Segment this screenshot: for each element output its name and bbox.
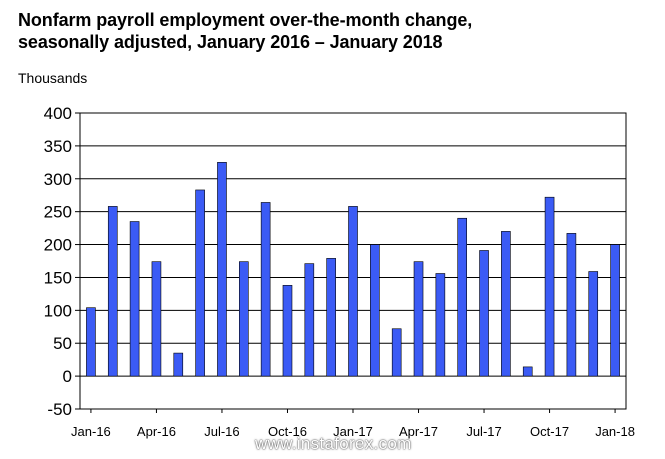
- bar: [86, 307, 96, 377]
- y-tick-label: 300: [44, 170, 72, 189]
- y-tick-label: 250: [44, 203, 72, 222]
- y-tick-label: 150: [44, 268, 72, 287]
- bar: [501, 231, 511, 377]
- x-tick-label: Jul-16: [204, 424, 239, 439]
- bar: [544, 196, 555, 377]
- y-tick-label: 0: [63, 367, 72, 386]
- x-tick-label: Jul-17: [466, 424, 501, 439]
- y-tick-label: 200: [44, 236, 72, 255]
- y-axis-unit-label: Thousands: [18, 70, 88, 86]
- x-tick-label: Oct-17: [530, 424, 569, 439]
- bar: [348, 206, 358, 377]
- y-tick-label: 400: [44, 104, 72, 123]
- x-tick-label: Jan-17: [333, 424, 373, 439]
- bar: [435, 273, 446, 377]
- bar: [260, 202, 271, 377]
- watermark: www.instaforex.com: [255, 434, 412, 453]
- y-tick-label: 50: [53, 334, 72, 353]
- bar: [610, 244, 620, 377]
- x-tick-label: Jan-18: [595, 424, 635, 439]
- bar: [391, 328, 402, 377]
- chart-title: Nonfarm payroll employment over-the-mont…: [18, 9, 658, 53]
- bar: [457, 217, 468, 377]
- bar: [326, 258, 336, 377]
- bar: [304, 263, 315, 377]
- chart-title-line-2: seasonally adjusted, January 2016 – Janu…: [18, 32, 443, 52]
- x-tick-label: Apr-17: [399, 424, 438, 439]
- y-tick-label: 350: [44, 137, 72, 156]
- bar: [588, 271, 599, 377]
- bar: [479, 250, 489, 377]
- bar: [217, 162, 227, 377]
- y-tick-label: 100: [44, 301, 72, 320]
- bar: [151, 261, 162, 377]
- bar: [370, 244, 380, 377]
- y-tick-label: -50: [47, 400, 72, 419]
- x-tick-label: Apr-16: [137, 424, 176, 439]
- x-tick-label: Oct-16: [268, 424, 307, 439]
- chart-title-line-1: Nonfarm payroll employment over-the-mont…: [18, 10, 473, 30]
- bar: [173, 352, 184, 377]
- bar: [129, 221, 140, 377]
- bar: [413, 261, 424, 377]
- bar: [107, 206, 118, 377]
- bar: [282, 285, 293, 377]
- bar: [522, 366, 533, 377]
- bar: [239, 261, 249, 377]
- bar: [566, 233, 577, 377]
- x-tick-label: Jan-16: [71, 424, 111, 439]
- bar: [195, 189, 205, 377]
